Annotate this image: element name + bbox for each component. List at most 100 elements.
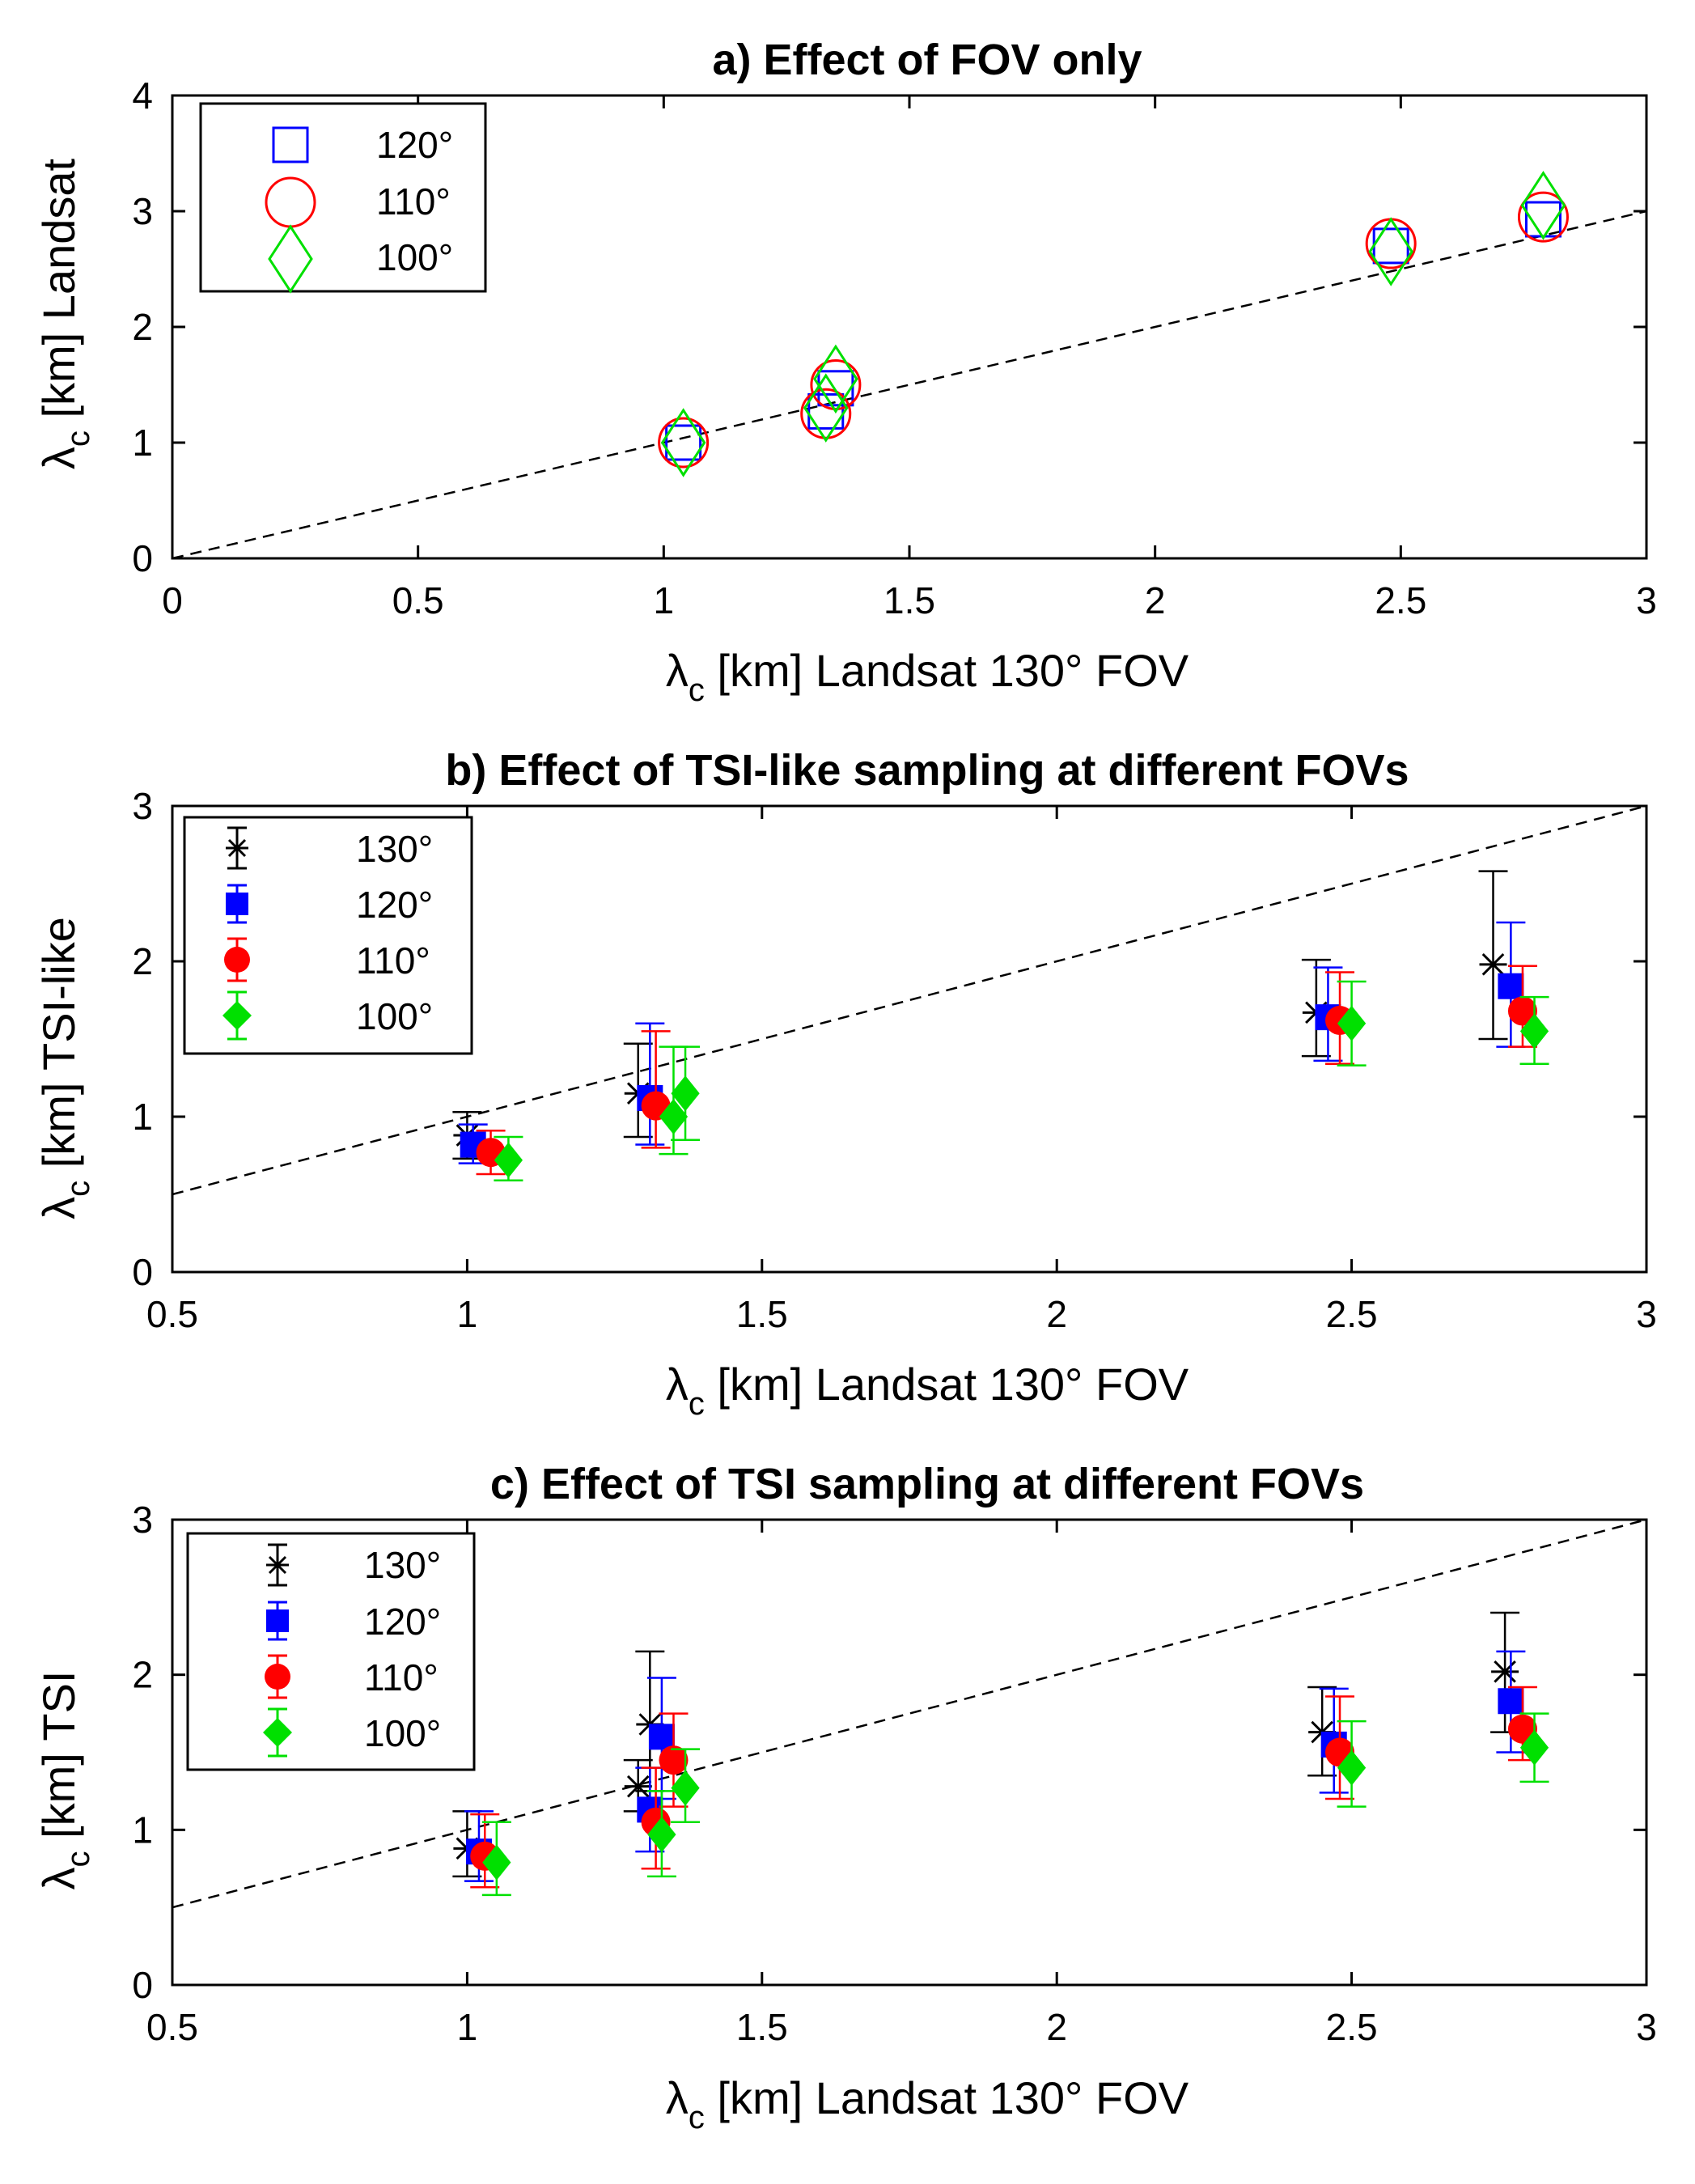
panel-b-series-3 xyxy=(494,980,1549,1181)
panel-c-x-tick-label: 1.5 xyxy=(736,2006,788,2048)
panel-c-plot-area: 0.5 1 1.5 2 2.5 3 0 1 2 3 xyxy=(132,1499,1656,2048)
panel-b-series-4 xyxy=(671,1045,701,1142)
panel-c-x-tick-label: 3 xyxy=(1636,2006,1657,2048)
legend-c-100-marker xyxy=(263,1707,292,1758)
panel-b-series-1 xyxy=(458,921,1526,1164)
panel-b-x-tick-label: 1.5 xyxy=(736,1293,788,1335)
panel-c-x-tick-label: 1 xyxy=(457,2006,478,2048)
panel-b-one-to-one-line xyxy=(172,804,1647,1196)
panel-b-x-tick-label: 3 xyxy=(1636,1293,1657,1335)
panel-b-y-tick-label: 0 xyxy=(132,1251,153,1293)
panel-b-error-bar xyxy=(1478,870,1508,1041)
panel-a-y-tick-label: 2 xyxy=(132,306,153,348)
panel-a-data-point xyxy=(803,373,849,443)
legend-b-110-marker xyxy=(224,937,250,982)
panel-c-one-to-one-line xyxy=(172,1518,1647,1909)
panel-a-one-to-one-line xyxy=(172,210,1647,560)
panel-b-series-2 xyxy=(476,965,1537,1176)
panel-a-x-tick-label: 2.5 xyxy=(1375,579,1426,621)
panel-c: c) Effect of TSI sampling at different F… xyxy=(33,1460,1657,2135)
panel-c-y-tick-label: 2 xyxy=(132,1654,153,1696)
panel-c-x-tick-label: 2 xyxy=(1046,2006,1067,2048)
panel-b-x-tick-label: 2.5 xyxy=(1326,1293,1378,1335)
panel-a-legend: 120° 110° 100° xyxy=(199,102,487,294)
legend-a-110-label: 110° xyxy=(376,180,451,223)
panel-a-x-tick-label: 1 xyxy=(654,579,675,621)
panel-a-x-tick-label: 1.5 xyxy=(884,579,935,621)
panel-a-plot-area: 0 0.5 1 1.5 2 2.5 3 0 1 2 3 4 xyxy=(132,74,1656,621)
panel-c-x-axis-label: λc [km] Landsat 130° FOV xyxy=(666,2072,1189,2135)
panel-c-title: c) Effect of TSI sampling at different F… xyxy=(490,1460,1364,1508)
panel-b-y-tick-label: 3 xyxy=(132,785,153,827)
panel-a-data-point xyxy=(1517,191,1569,243)
panel-c-data-point xyxy=(659,1745,689,1775)
panel-b-y-axis-label: λc [km] TSI-like xyxy=(33,917,96,1219)
panel-a-series-0 xyxy=(665,201,1562,461)
panel-a-data-point xyxy=(1372,227,1409,265)
panel-a-x-axis-label: λc [km] Landsat 130° FOV xyxy=(666,645,1189,708)
legend-b-120-label: 120° xyxy=(356,884,433,926)
panel-b-x-tick-label: 0.5 xyxy=(146,1293,198,1335)
panel-c-y-tick-label: 1 xyxy=(132,1809,153,1851)
panel-c-data-point xyxy=(1519,1729,1549,1766)
panel-c-data-point xyxy=(648,1724,675,1750)
legend-c-100-label: 100° xyxy=(364,1712,441,1754)
panel-c-x-tick-label: 2.5 xyxy=(1326,2006,1378,2048)
panel-a-series-2 xyxy=(660,171,1566,477)
panel-c-data-point xyxy=(671,1770,700,1806)
panel-a-data-point xyxy=(810,359,862,410)
panel-b-y-tick-label: 1 xyxy=(132,1096,153,1138)
legend-a-100-label: 100° xyxy=(376,236,453,278)
panel-a-y-tick-label: 3 xyxy=(132,190,153,232)
panel-c-data-point xyxy=(1337,1749,1367,1786)
panel-c-y-axis-label: λc [km] TSI xyxy=(33,1671,96,1890)
legend-c-130-label: 130° xyxy=(364,1544,441,1586)
panel-a-y-tick-label: 1 xyxy=(132,422,153,464)
panel-b-error-bar xyxy=(641,1030,671,1149)
legend-c-130-marker xyxy=(266,1543,289,1587)
legend-b-120-marker xyxy=(226,884,248,924)
panel-c-data-point xyxy=(1498,1688,1524,1715)
panel-b: b) Effect of TSI-like sampling at differ… xyxy=(33,746,1657,1422)
panel-a-data-point xyxy=(665,424,702,461)
legend-b-100-label: 100° xyxy=(356,995,433,1037)
panel-b-data-point xyxy=(659,1099,689,1134)
panel-b-data-point xyxy=(1519,1013,1549,1050)
panel-c-y-tick-label: 0 xyxy=(132,1964,153,2006)
panel-a-y-tick-label: 0 xyxy=(132,537,153,579)
panel-b-x-axis-label: λc [km] Landsat 130° FOV xyxy=(666,1359,1189,1422)
legend-a-120-marker xyxy=(272,126,309,163)
panel-b-axes-box xyxy=(171,804,1648,1274)
legend-b-130-label: 130° xyxy=(356,828,433,870)
panel-c-series-1 xyxy=(464,1650,1526,1882)
panel-c-axes-box xyxy=(171,1518,1648,1987)
panel-a-data-point xyxy=(1520,171,1566,240)
legend-b-130-marker xyxy=(226,826,248,870)
panel-a-y-tick-label: 4 xyxy=(132,74,153,117)
panel-c-y-tick-label: 3 xyxy=(132,1499,153,1541)
panel-b-title: b) Effect of TSI-like sampling at differ… xyxy=(445,746,1409,795)
panel-b-data-point xyxy=(1479,953,1507,976)
panel-a-title: a) Effect of FOV only xyxy=(712,36,1142,84)
panel-c-legend: 130° 120° 110° 100° xyxy=(186,1532,476,1771)
panel-b-data-point xyxy=(494,1142,523,1178)
panel-b-data-point xyxy=(671,1075,700,1112)
panel-a-x-tick-label: 3 xyxy=(1636,579,1657,621)
panel-a: a) Effect of FOV only 0 0.5 1 1.5 2 2.5 3 0 1 2 3 4… xyxy=(33,36,1657,708)
panel-b-x-tick-label: 2 xyxy=(1046,1293,1067,1335)
panel-c-series-0 xyxy=(452,1611,1520,1878)
panel-a-data-point xyxy=(800,388,852,439)
legend-c-110-label: 110° xyxy=(364,1656,439,1698)
panel-a-x-tick-label: 2 xyxy=(1145,579,1166,621)
panel-c-data-point xyxy=(624,1775,652,1798)
panel-c-data-point xyxy=(482,1844,511,1881)
panel-b-data-point xyxy=(1498,973,1524,999)
panel-b-data-point xyxy=(1507,996,1537,1026)
panel-b-plot-area: 0.5 1 1.5 2 2.5 3 0 1 2 3 xyxy=(132,785,1656,1335)
panel-a-x-tick-label: 0 xyxy=(162,579,183,621)
legend-a-100-marker xyxy=(268,224,313,294)
panel-a-data-point xyxy=(813,344,858,414)
panel-c-series-3 xyxy=(481,1712,1549,1897)
panel-b-error-bar xyxy=(635,1022,665,1146)
